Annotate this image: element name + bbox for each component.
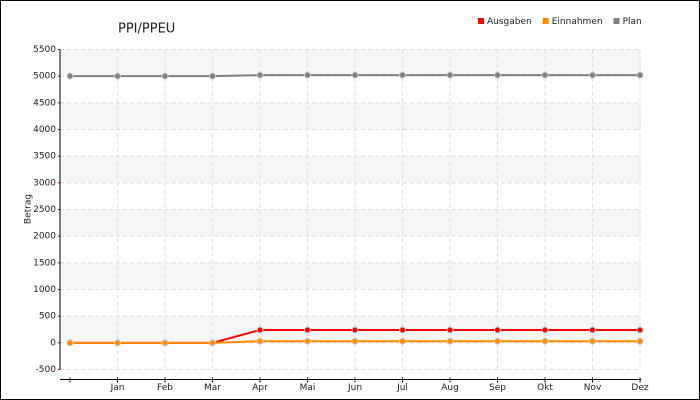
- point: [636, 326, 644, 334]
- x-tick-label: Aug: [441, 383, 459, 393]
- grid-band: [60, 262, 641, 290]
- point: [494, 326, 501, 334]
- point: [446, 71, 454, 79]
- legend-swatch: [613, 18, 620, 24]
- point: [589, 326, 596, 334]
- y-tick-label: 2500: [33, 205, 56, 215]
- point: [399, 337, 406, 345]
- point: [256, 337, 264, 345]
- y-tick-label: 3500: [33, 152, 56, 162]
- point: [446, 337, 454, 345]
- y-tick-label: -500: [36, 365, 57, 375]
- x-tick-label: Apr: [252, 383, 268, 393]
- point: [351, 71, 359, 79]
- point: [304, 326, 311, 334]
- x-tick-label: Jan: [110, 383, 125, 393]
- x-tick-label: Nov: [584, 383, 602, 393]
- y-tick-label: 5500: [33, 45, 56, 55]
- y-tick-label: 5000: [33, 72, 56, 82]
- point: [494, 71, 501, 79]
- point: [399, 71, 406, 79]
- y-tick-label: 1500: [33, 258, 56, 268]
- y-tick-label: 4000: [33, 125, 56, 135]
- point: [209, 339, 216, 347]
- point: [161, 339, 169, 347]
- point: [541, 71, 549, 79]
- point: [399, 326, 406, 334]
- x-tick-label: Jun: [347, 383, 362, 393]
- legend-label: Plan: [623, 17, 642, 27]
- point: [589, 337, 596, 345]
- y-tick-label: 3000: [33, 178, 56, 188]
- grid-band: [60, 49, 641, 77]
- y-tick-label: 4500: [33, 98, 56, 108]
- legend-swatch: [542, 18, 549, 24]
- point: [494, 337, 501, 345]
- point: [161, 72, 169, 80]
- point: [541, 337, 549, 345]
- point: [209, 72, 216, 80]
- grid-band: [60, 102, 641, 130]
- y-tick-label: 500: [39, 312, 56, 322]
- y-axis-label: Betrag: [24, 194, 34, 224]
- y-tick-label: 1000: [33, 285, 56, 295]
- point: [446, 326, 454, 334]
- x-tick-label: Sep: [489, 383, 506, 393]
- point: [351, 337, 359, 345]
- point: [256, 71, 264, 79]
- legend-label: Ausgaben: [487, 17, 532, 27]
- point: [304, 337, 311, 345]
- point: [636, 71, 644, 79]
- y-tick-label: 0: [50, 338, 56, 348]
- grid-band: [60, 209, 641, 237]
- legend-label: Einnahmen: [552, 17, 603, 27]
- point: [114, 339, 121, 347]
- point: [114, 72, 121, 80]
- x-tick-label: Feb: [157, 383, 173, 393]
- point: [304, 71, 311, 79]
- y-tick-label: 2000: [33, 232, 56, 242]
- legend-swatch: [478, 18, 484, 24]
- point: [351, 326, 359, 334]
- point: [541, 326, 549, 334]
- x-tick-label: Mai: [300, 383, 316, 393]
- x-tick-label: Mar: [204, 383, 221, 393]
- point: [256, 326, 264, 334]
- point: [66, 72, 74, 80]
- point: [589, 71, 596, 79]
- x-tick-label: Okt: [537, 383, 553, 393]
- x-tick-label: Dez: [631, 383, 648, 393]
- point: [66, 339, 74, 347]
- grid-band: [60, 156, 641, 183]
- chart-title: PPI/PPEU: [118, 22, 175, 37]
- x-tick-label: Jul: [396, 383, 408, 393]
- point: [636, 337, 644, 345]
